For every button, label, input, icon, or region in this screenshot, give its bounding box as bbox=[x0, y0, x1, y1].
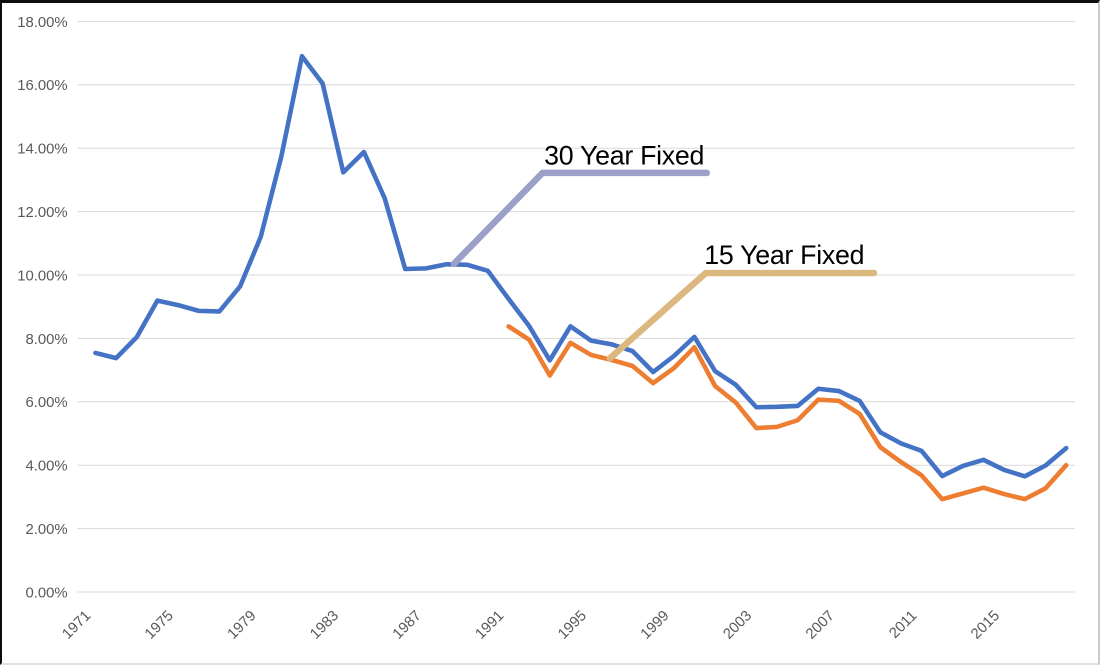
x-axis-tick-label: 1975 bbox=[142, 608, 177, 643]
y-axis-tick-label: 14.00% bbox=[17, 142, 67, 158]
series-line-30-year-fixed bbox=[93, 53, 1069, 479]
x-axis-tick-label: 2003 bbox=[720, 608, 755, 643]
y-axis-tick-label: 4.00% bbox=[25, 459, 67, 475]
x-axis-tick-label: 2011 bbox=[887, 608, 921, 642]
y-axis-tick-label: 2.00% bbox=[25, 522, 67, 538]
x-axis-tick-label: 2007 bbox=[803, 608, 838, 643]
callout-line-30-year-fixed bbox=[450, 169, 711, 268]
x-axis-tick-label: 1987 bbox=[390, 608, 425, 643]
x-axis-tick-label: 1999 bbox=[638, 608, 673, 643]
y-axis-tick-label: 12.00% bbox=[17, 205, 67, 221]
annotation-label-30-year-fixed: 30 Year Fixed bbox=[544, 141, 704, 171]
y-axis-tick-label: 16.00% bbox=[17, 78, 67, 94]
y-axis-tick-label: 18.00% bbox=[17, 15, 67, 31]
x-axis-tick-label: 1995 bbox=[555, 608, 590, 643]
x-axis-tick-label: 1979 bbox=[225, 608, 260, 643]
y-axis-tick-label: 8.00% bbox=[25, 332, 67, 348]
series-line-15-year-fixed bbox=[506, 324, 1069, 502]
annotation-label-15-year-fixed: 15 Year Fixed bbox=[704, 240, 864, 270]
y-axis-tick-label: 6.00% bbox=[25, 395, 67, 411]
x-axis-tick-label: 1983 bbox=[307, 608, 342, 643]
y-axis-tick-label: 0.00% bbox=[25, 585, 67, 601]
y-axis-tick-label: 10.00% bbox=[17, 268, 67, 284]
chart-canvas: 0.00% 2.00% 4.00% 6.00% 8.00% 10.00% 12.00% 14.… bbox=[17, 15, 1076, 643]
x-axis-tick-label: 1971 bbox=[60, 608, 95, 643]
x-axis-tick-label: 1991 bbox=[473, 608, 508, 643]
callout-line-15-year-fixed bbox=[606, 269, 878, 362]
x-axis-tick-label: 2015 bbox=[968, 608, 1003, 643]
